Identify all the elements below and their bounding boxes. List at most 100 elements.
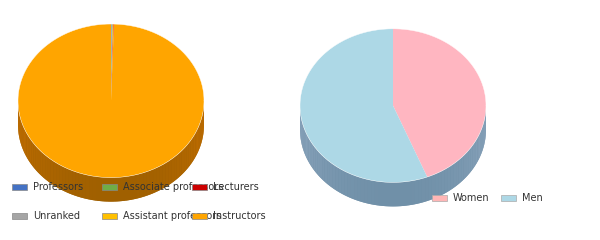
Polygon shape: [442, 169, 445, 195]
Polygon shape: [459, 158, 461, 184]
Polygon shape: [188, 141, 190, 168]
Bar: [192, 184, 207, 190]
Polygon shape: [418, 179, 422, 204]
Polygon shape: [140, 173, 143, 198]
Polygon shape: [172, 157, 174, 183]
Polygon shape: [89, 175, 93, 200]
Polygon shape: [480, 129, 481, 156]
Polygon shape: [197, 127, 198, 154]
Polygon shape: [358, 177, 361, 202]
Polygon shape: [411, 180, 415, 205]
Polygon shape: [157, 166, 160, 192]
Polygon shape: [439, 171, 442, 197]
Text: Unranked: Unranked: [33, 211, 80, 221]
Polygon shape: [322, 156, 325, 182]
Polygon shape: [361, 178, 364, 203]
Polygon shape: [111, 24, 113, 101]
Polygon shape: [397, 182, 400, 206]
Polygon shape: [478, 135, 479, 162]
Polygon shape: [327, 160, 330, 186]
Polygon shape: [379, 181, 382, 206]
Polygon shape: [344, 171, 347, 197]
Polygon shape: [448, 166, 451, 192]
Polygon shape: [111, 24, 112, 101]
Polygon shape: [330, 162, 332, 188]
Polygon shape: [107, 178, 111, 202]
Polygon shape: [310, 140, 312, 167]
Polygon shape: [111, 24, 113, 101]
Polygon shape: [111, 178, 115, 202]
Polygon shape: [338, 168, 341, 193]
Polygon shape: [129, 175, 133, 200]
Polygon shape: [304, 126, 305, 153]
Polygon shape: [23, 125, 24, 151]
Polygon shape: [26, 133, 28, 160]
Polygon shape: [404, 181, 407, 206]
Text: Instructors: Instructors: [213, 211, 266, 221]
Polygon shape: [45, 155, 48, 181]
Polygon shape: [146, 171, 150, 196]
Polygon shape: [306, 132, 307, 159]
Polygon shape: [375, 181, 379, 205]
Polygon shape: [53, 161, 56, 187]
Polygon shape: [202, 113, 203, 140]
Polygon shape: [150, 169, 153, 195]
Polygon shape: [190, 138, 192, 165]
Polygon shape: [18, 101, 204, 202]
Polygon shape: [400, 182, 404, 206]
Polygon shape: [143, 172, 146, 197]
Polygon shape: [97, 177, 100, 201]
Polygon shape: [48, 157, 50, 183]
Polygon shape: [422, 178, 425, 203]
Bar: [12, 213, 27, 219]
Polygon shape: [316, 148, 318, 175]
Polygon shape: [445, 168, 448, 193]
Polygon shape: [389, 182, 393, 206]
Polygon shape: [451, 164, 454, 190]
Polygon shape: [371, 180, 375, 205]
Polygon shape: [476, 138, 478, 164]
Polygon shape: [368, 180, 371, 204]
Polygon shape: [456, 160, 459, 186]
Polygon shape: [466, 151, 468, 177]
Polygon shape: [481, 126, 482, 153]
Polygon shape: [122, 177, 125, 201]
Polygon shape: [169, 159, 172, 185]
Polygon shape: [393, 182, 397, 206]
Polygon shape: [435, 173, 439, 198]
Polygon shape: [18, 24, 204, 178]
Polygon shape: [325, 158, 327, 184]
Polygon shape: [30, 138, 32, 165]
Polygon shape: [160, 165, 163, 190]
Polygon shape: [22, 122, 23, 149]
Text: Lecturers: Lecturers: [213, 182, 259, 192]
Polygon shape: [308, 138, 310, 164]
Polygon shape: [198, 125, 199, 151]
Polygon shape: [34, 144, 36, 170]
Polygon shape: [50, 159, 53, 185]
Polygon shape: [115, 177, 118, 202]
Polygon shape: [133, 175, 136, 199]
Polygon shape: [163, 163, 166, 189]
Polygon shape: [300, 29, 427, 182]
Polygon shape: [301, 118, 302, 144]
Polygon shape: [341, 169, 344, 195]
Polygon shape: [72, 171, 76, 196]
Bar: [432, 195, 447, 201]
Polygon shape: [300, 106, 486, 206]
Polygon shape: [86, 175, 89, 199]
Polygon shape: [184, 146, 186, 172]
Polygon shape: [470, 146, 472, 172]
Polygon shape: [454, 162, 456, 188]
Polygon shape: [314, 146, 316, 172]
Text: Associate professors: Associate professors: [123, 182, 223, 192]
Text: Men: Men: [522, 193, 543, 203]
Polygon shape: [24, 127, 25, 154]
Polygon shape: [461, 156, 464, 182]
Polygon shape: [425, 177, 428, 202]
Polygon shape: [100, 177, 104, 201]
Polygon shape: [179, 151, 182, 177]
Polygon shape: [382, 182, 386, 206]
Polygon shape: [20, 119, 22, 146]
Polygon shape: [166, 161, 169, 187]
